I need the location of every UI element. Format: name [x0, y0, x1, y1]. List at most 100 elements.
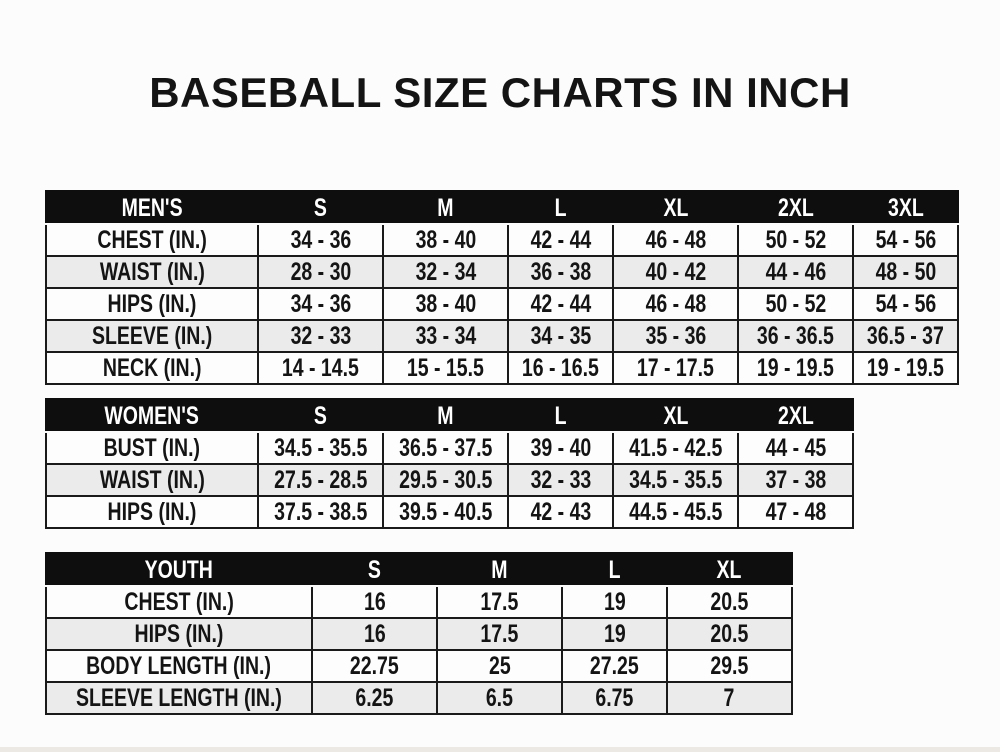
- youth-size-table: YOUTH S M L XL CHEST (IN.) 16 17.5 19 20.5 HIPS (I…: [45, 552, 793, 715]
- size-column-header: XL: [612, 398, 739, 433]
- size-column-header: 2XL: [737, 398, 854, 433]
- value-cell: 34 - 36: [257, 287, 384, 321]
- value-cell: 32 - 33: [257, 319, 384, 353]
- table-row: WAIST (IN.) 27.5 - 28.5 29.5 - 30.5 32 - 33…: [45, 463, 854, 497]
- value-cell: 44.5 - 45.5: [612, 495, 739, 529]
- value-cell: 33 - 34: [382, 319, 509, 353]
- table-row: BUST (IN.) 34.5 - 35.5 36.5 - 37.5 39 - 40 4…: [45, 431, 854, 465]
- row-label: NECK (IN.): [45, 351, 259, 385]
- value-cell: 48 - 50: [852, 255, 959, 289]
- value-cell: 19: [560, 617, 668, 651]
- row-label: SLEEVE (IN.): [45, 319, 259, 353]
- value-cell: 25: [435, 649, 563, 683]
- row-label: WAIST (IN.): [45, 463, 259, 497]
- page-title: BASEBALL SIZE CHARTS IN INCH: [149, 69, 851, 116]
- value-cell: 16: [310, 585, 438, 619]
- size-column-header: S: [310, 552, 438, 587]
- value-cell: 22.75: [310, 649, 438, 683]
- table-row: WAIST (IN.) 28 - 30 32 - 34 36 - 38 40 - 42 4…: [45, 255, 959, 289]
- value-cell: 34.5 - 35.5: [257, 431, 384, 465]
- row-label: CHEST (IN.): [45, 223, 259, 257]
- table-row: NECK (IN.) 14 - 14.5 15 - 15.5 16 - 16.5 17 …: [45, 351, 959, 385]
- mens-header-row: MEN'S S M L XL 2XL 3XL: [45, 190, 959, 225]
- youth-table-title: YOUTH: [45, 552, 313, 587]
- value-cell: 46 - 48: [612, 287, 739, 321]
- size-column-header: L: [560, 552, 668, 587]
- value-cell: 44 - 45: [737, 431, 854, 465]
- table-row: BODY LENGTH (IN.) 22.75 25 27.25 29.5: [45, 649, 793, 683]
- value-cell: 54 - 56: [852, 223, 959, 257]
- value-cell: 28 - 30: [257, 255, 384, 289]
- size-column-header: S: [257, 398, 384, 433]
- table-row: CHEST (IN.) 34 - 36 38 - 40 42 - 44 46 - 48 5…: [45, 223, 959, 257]
- value-cell: 17.5: [435, 585, 563, 619]
- value-cell: 46 - 48: [612, 223, 739, 257]
- value-cell: 29.5: [665, 649, 793, 683]
- value-cell: 36.5 - 37: [852, 319, 959, 353]
- table-row: SLEEVE (IN.) 32 - 33 33 - 34 34 - 35 35 - 36…: [45, 319, 959, 353]
- value-cell: 6.25: [310, 681, 438, 715]
- table-row: CHEST (IN.) 16 17.5 19 20.5: [45, 585, 793, 619]
- size-column-header: M: [435, 552, 563, 587]
- size-column-header: XL: [612, 190, 739, 225]
- value-cell: 44 - 46: [737, 255, 854, 289]
- value-cell: 35 - 36: [612, 319, 739, 353]
- value-cell: 19 - 19.5: [852, 351, 959, 385]
- row-label: BUST (IN.): [45, 431, 259, 465]
- value-cell: 6.75: [560, 681, 668, 715]
- size-column-header: M: [382, 190, 509, 225]
- value-cell: 27.25: [560, 649, 668, 683]
- size-column-header: 2XL: [737, 190, 854, 225]
- value-cell: 17.5: [435, 617, 563, 651]
- value-cell: 6.5: [435, 681, 563, 715]
- value-cell: 41.5 - 42.5: [612, 431, 739, 465]
- womens-table-title: WOMEN'S: [45, 398, 259, 433]
- row-label: WAIST (IN.): [45, 255, 259, 289]
- value-cell: 39.5 - 40.5: [382, 495, 509, 529]
- size-column-header: XL: [665, 552, 793, 587]
- table-row: HIPS (IN.) 16 17.5 19 20.5: [45, 617, 793, 651]
- row-label: HIPS (IN.): [45, 495, 259, 529]
- youth-header-row: YOUTH S M L XL: [45, 552, 793, 587]
- value-cell: 47 - 48: [737, 495, 854, 529]
- row-label: HIPS (IN.): [45, 287, 259, 321]
- value-cell: 17 - 17.5: [612, 351, 739, 385]
- size-column-header: M: [382, 398, 509, 433]
- value-cell: 34 - 35: [507, 319, 614, 353]
- value-cell: 54 - 56: [852, 287, 959, 321]
- value-cell: 29.5 - 30.5: [382, 463, 509, 497]
- value-cell: 19 - 19.5: [737, 351, 854, 385]
- value-cell: 20.5: [665, 585, 793, 619]
- value-cell: 34 - 36: [257, 223, 384, 257]
- value-cell: 42 - 44: [507, 287, 614, 321]
- size-column-header: S: [257, 190, 384, 225]
- value-cell: 15 - 15.5: [382, 351, 509, 385]
- value-cell: 7: [665, 681, 793, 715]
- table-row: HIPS (IN.) 37.5 - 38.5 39.5 - 40.5 42 - 43 4…: [45, 495, 854, 529]
- value-cell: 50 - 52: [737, 287, 854, 321]
- mens-size-table: MEN'S S M L XL 2XL 3XL CHEST (IN.) 34 - 36 38 - 4…: [45, 190, 959, 385]
- womens-header-row: WOMEN'S S M L XL 2XL: [45, 398, 854, 433]
- size-column-header: L: [507, 398, 614, 433]
- value-cell: 32 - 34: [382, 255, 509, 289]
- value-cell: 14 - 14.5: [257, 351, 384, 385]
- value-cell: 42 - 44: [507, 223, 614, 257]
- mens-table-title: MEN'S: [45, 190, 259, 225]
- value-cell: 38 - 40: [382, 223, 509, 257]
- value-cell: 40 - 42: [612, 255, 739, 289]
- row-label: BODY LENGTH (IN.): [45, 649, 313, 683]
- womens-size-table: WOMEN'S S M L XL 2XL BUST (IN.) 34.5 - 35.5 36.5…: [45, 398, 854, 529]
- table-row: HIPS (IN.) 34 - 36 38 - 40 42 - 44 46 - 48 50…: [45, 287, 959, 321]
- value-cell: 27.5 - 28.5: [257, 463, 384, 497]
- value-cell: 37.5 - 38.5: [257, 495, 384, 529]
- value-cell: 39 - 40: [507, 431, 614, 465]
- row-label: SLEEVE LENGTH (IN.): [45, 681, 313, 715]
- value-cell: 16: [310, 617, 438, 651]
- value-cell: 38 - 40: [382, 287, 509, 321]
- value-cell: 19: [560, 585, 668, 619]
- value-cell: 37 - 38: [737, 463, 854, 497]
- row-label: CHEST (IN.): [45, 585, 313, 619]
- row-label: HIPS (IN.): [45, 617, 313, 651]
- value-cell: 34.5 - 35.5: [612, 463, 739, 497]
- value-cell: 16 - 16.5: [507, 351, 614, 385]
